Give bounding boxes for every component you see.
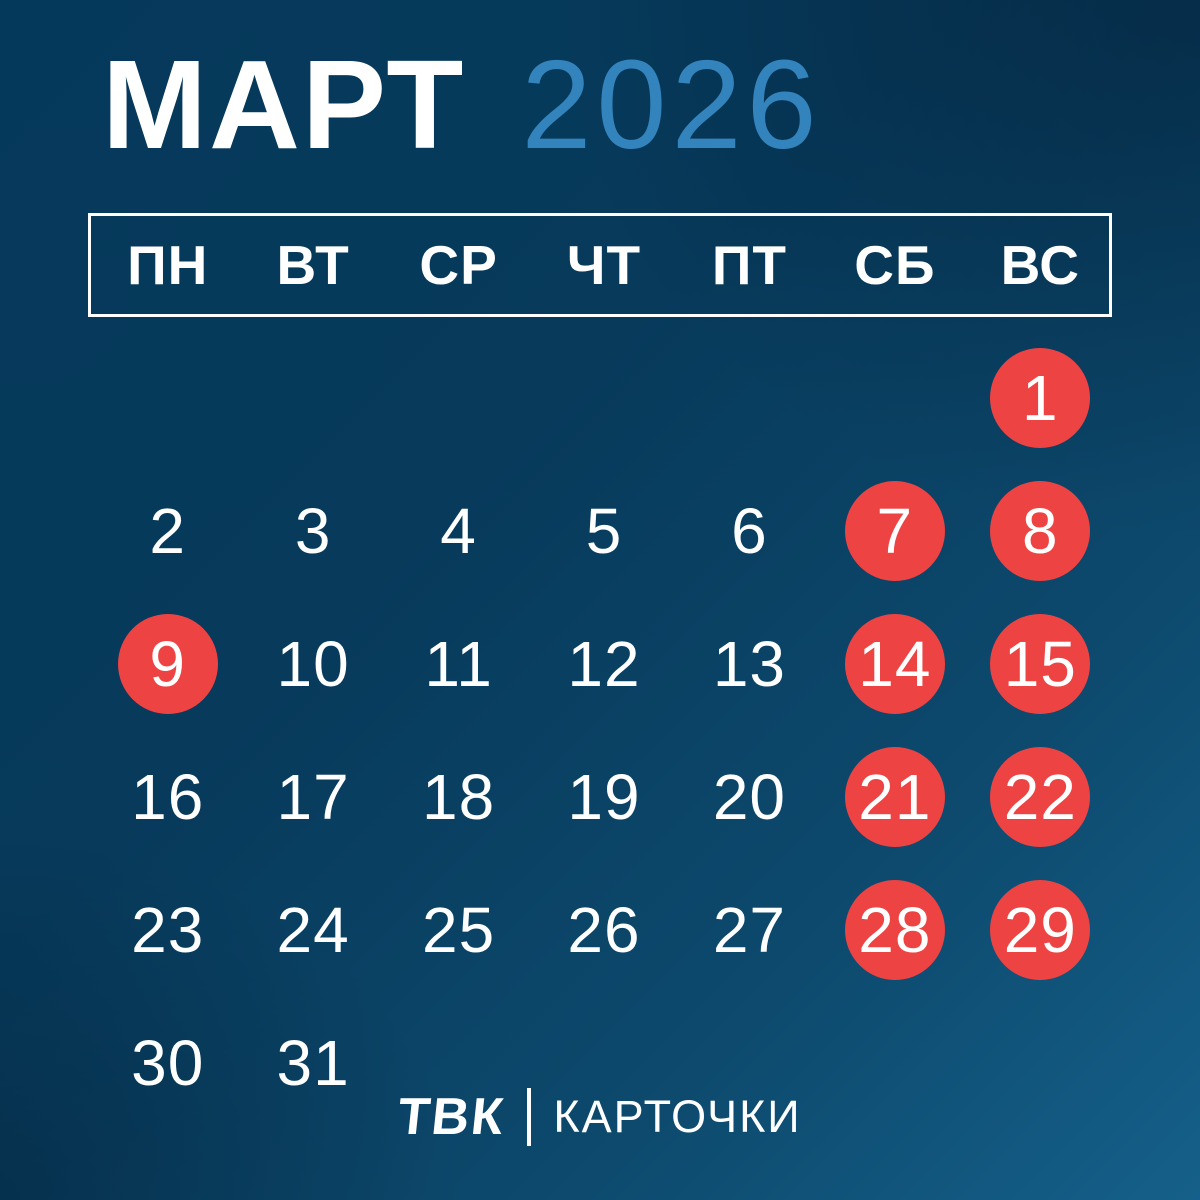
day-cell-13: 13 (677, 597, 822, 730)
day-cell-21: 21 (822, 730, 967, 863)
day-cell-4: 4 (386, 464, 531, 597)
day-cell-15: 15 (968, 597, 1113, 730)
weekday-label-чт: ЧТ (566, 234, 642, 296)
day-cell-9: 9 (95, 597, 240, 730)
day-18: 18 (421, 760, 496, 833)
day-cell-23: 23 (95, 863, 240, 996)
day-cell-3: 3 (240, 464, 385, 597)
day-cell-26: 26 (531, 863, 676, 996)
day-10: 10 (276, 627, 350, 700)
day-cell-20: 20 (677, 730, 822, 863)
tvk-logo: ТВК (395, 1088, 509, 1146)
day-5: 5 (585, 494, 623, 567)
day-2: 2 (149, 494, 186, 567)
holiday-day-8: 8 (990, 480, 1091, 581)
separator-bar-icon (527, 1088, 532, 1146)
holiday-day-22: 22 (990, 746, 1091, 847)
day-11: 11 (424, 627, 493, 700)
dates-grid: 1 2 3 4 5 6 7 8 9 10 11 12 13 14 15 16 17 18 19 20 21 22 23 24 2… (95, 331, 1113, 1129)
day-26: 26 (567, 893, 641, 966)
holiday-day-9: 9 (117, 613, 218, 714)
day-cell-12: 12 (531, 597, 676, 730)
day-cell-7: 7 (822, 464, 967, 597)
day-31: 31 (276, 1026, 350, 1099)
weekday-header-box (88, 213, 1112, 317)
day-cell-22: 22 (968, 730, 1113, 863)
day-cell-1: 1 (968, 331, 1113, 464)
day-cell-24: 24 (240, 863, 385, 996)
weekday-label-вс: ВС (1000, 234, 1080, 296)
holiday-day-15: 15 (990, 613, 1091, 714)
day-25: 25 (421, 893, 496, 966)
calendar-title: МАРТ 2026 (102, 42, 822, 168)
day-cell-2: 2 (95, 464, 240, 597)
day-27: 27 (712, 893, 787, 966)
year-title: 2026 (521, 34, 822, 175)
day-4: 4 (440, 494, 477, 567)
day-cell-27: 27 (677, 863, 822, 996)
holiday-day-28: 28 (844, 879, 945, 980)
day-cell-18: 18 (386, 730, 531, 863)
brand-footer: ТВК КАРТОЧКИ (0, 1086, 1200, 1148)
day-17: 17 (276, 760, 350, 833)
month-title: МАРТ (102, 34, 466, 175)
day-24: 24 (276, 893, 350, 966)
day-cell-6: 6 (677, 464, 822, 597)
weekday-label-ср: СР (419, 234, 498, 296)
day-cell-19: 19 (531, 730, 676, 863)
weekday-row: ПН ВТ СР ЧТ ПТ СБ ВС (95, 213, 1113, 317)
day-cell-31: 31 (240, 996, 385, 1129)
weekday-label-пн: ПН (127, 234, 209, 296)
day-cell-29: 29 (968, 863, 1113, 996)
weekday-label-сб: СБ (854, 234, 936, 296)
weekday-label-вт: ВТ (276, 234, 350, 296)
day-cell-8: 8 (968, 464, 1113, 597)
day-13: 13 (712, 627, 787, 700)
day-cell-14: 14 (822, 597, 967, 730)
weekday-label-пт: ПТ (711, 234, 787, 296)
holiday-day-7: 7 (844, 480, 945, 581)
holiday-day-1: 1 (990, 347, 1091, 448)
day-6: 6 (731, 494, 768, 567)
day-cell-11: 11 (386, 597, 531, 730)
day-20: 20 (712, 760, 787, 833)
day-cell-5: 5 (531, 464, 676, 597)
day-cell-10: 10 (240, 597, 385, 730)
holiday-day-29: 29 (990, 879, 1091, 980)
day-cell-16: 16 (95, 730, 240, 863)
day-19: 19 (567, 760, 641, 833)
day-16: 16 (131, 760, 205, 833)
holiday-day-14: 14 (844, 613, 945, 714)
day-3: 3 (294, 494, 332, 567)
holiday-day-21: 21 (844, 746, 945, 847)
day-cell-17: 17 (240, 730, 385, 863)
day-cell-30: 30 (95, 996, 240, 1129)
day-23: 23 (131, 893, 205, 966)
day-12: 12 (567, 627, 641, 700)
brand-caption: КАРТОЧКИ (553, 1091, 802, 1142)
day-cell-25: 25 (386, 863, 531, 996)
day-cell-28: 28 (822, 863, 967, 996)
day-30: 30 (131, 1026, 205, 1099)
